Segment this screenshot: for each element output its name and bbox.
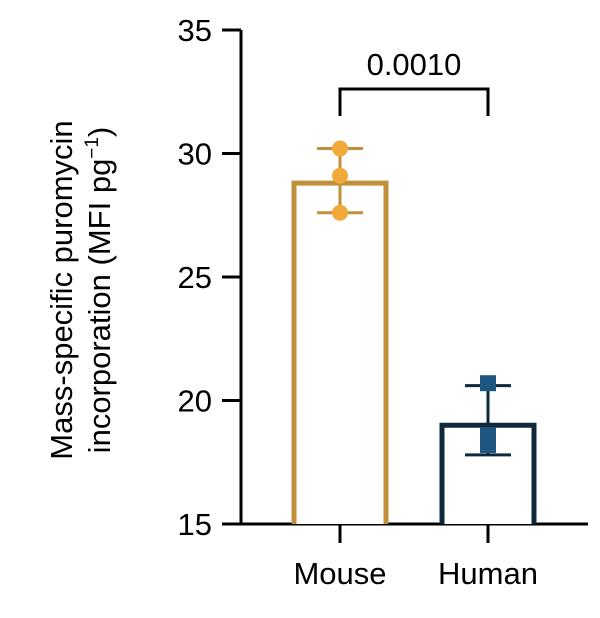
data-point-mouse bbox=[332, 167, 348, 184]
y-axis-title-superscript: −1 bbox=[82, 137, 103, 159]
x-ticks: Mouse Human bbox=[293, 524, 538, 591]
bar-mouse bbox=[291, 180, 389, 524]
significance-bracket: 0.0010 bbox=[338, 47, 490, 116]
bars bbox=[291, 180, 537, 524]
y-axis-title: Mass-specific puromycin incorporation (M… bbox=[44, 120, 117, 459]
data-points bbox=[332, 140, 496, 453]
y-tick-label: 15 bbox=[178, 507, 212, 542]
data-point-mouse bbox=[332, 204, 348, 221]
y-axis-title-line2-main: incorporation (MFI pg bbox=[82, 159, 117, 454]
significance-label: 0.0010 bbox=[367, 47, 462, 82]
x-tick-label-mouse: Mouse bbox=[293, 556, 386, 591]
significance-bracket-line bbox=[338, 87, 490, 116]
y-tick-label: 30 bbox=[178, 137, 212, 172]
y-tick-label: 25 bbox=[178, 260, 212, 295]
x-tick-label-human: Human bbox=[438, 556, 538, 591]
data-point-mouse bbox=[332, 140, 348, 157]
y-axis-title-line2-end: ) bbox=[82, 127, 117, 137]
data-point-human bbox=[480, 375, 496, 392]
y-axis-title-line2: incorporation (MFI pg−1) bbox=[82, 127, 117, 454]
y-ticks: 15 20 25 30 35 bbox=[178, 13, 241, 542]
y-tick-label: 20 bbox=[178, 384, 212, 419]
y-tick-label: 35 bbox=[178, 13, 212, 48]
data-point-human bbox=[480, 436, 496, 453]
y-axis-title-line1: Mass-specific puromycin bbox=[44, 120, 79, 459]
